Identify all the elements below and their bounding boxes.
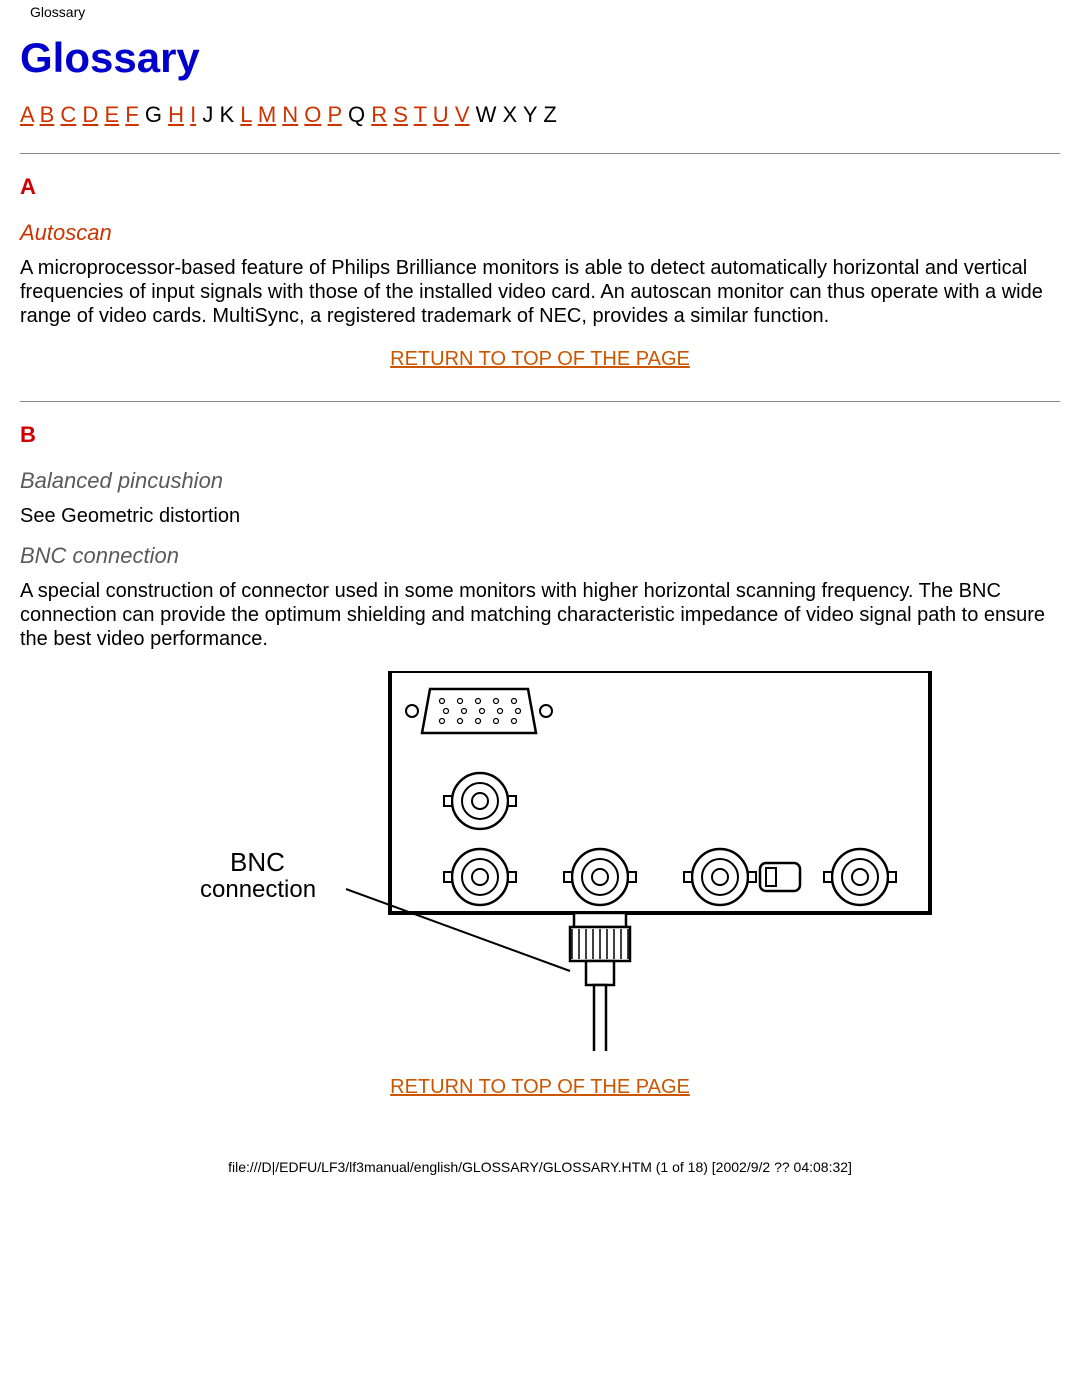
footer-path: file:///D|/EDFU/LF3/lf3manual/english/GL… (20, 1159, 1060, 1195)
alpha-plain-w: W (476, 102, 497, 127)
divider (20, 153, 1060, 154)
alpha-link-r[interactable]: R (371, 102, 387, 127)
divider (20, 401, 1060, 402)
alpha-nav: A B C D E F G H I J K L M N O P Q R S T … (20, 102, 1060, 128)
section-letter-b: B (20, 422, 1060, 448)
alpha-link-t[interactable]: T (414, 102, 427, 127)
page-title: Glossary (20, 34, 1060, 82)
alpha-link-a[interactable]: A (20, 102, 33, 127)
alpha-link-s[interactable]: S (393, 102, 408, 127)
term-autoscan: Autoscan (20, 220, 1060, 246)
alpha-link-p[interactable]: P (328, 102, 342, 127)
alpha-link-n[interactable]: N (282, 102, 298, 127)
alpha-link-i[interactable]: I (190, 102, 196, 127)
alpha-link-d[interactable]: D (82, 102, 98, 127)
section-letter-a: A (20, 174, 1060, 200)
alpha-link-e[interactable]: E (104, 102, 119, 127)
alpha-plain-g: G (145, 102, 162, 127)
text-bnc-connection: A special construction of connector used… (20, 579, 1060, 651)
alpha-plain-j: J (202, 102, 213, 127)
header-small: Glossary (0, 0, 1080, 24)
alpha-link-b[interactable]: B (40, 102, 55, 127)
svg-text:connection: connection (200, 876, 316, 903)
bnc-diagram: BNCconnection (20, 671, 1060, 1056)
alpha-plain-x: X (503, 102, 518, 127)
text-balanced-pincushion: See Geometric distortion (20, 504, 1060, 528)
alpha-link-h[interactable]: H (168, 102, 184, 127)
term-bnc-connection: BNC connection (20, 543, 1060, 569)
alpha-plain-y: Y (523, 102, 537, 127)
page-content: Glossary A B C D E F G H I J K L M N O P… (0, 34, 1080, 1215)
alpha-link-c[interactable]: C (60, 102, 76, 127)
alpha-link-u[interactable]: U (433, 102, 449, 127)
alpha-link-f[interactable]: F (125, 102, 138, 127)
return-top-link[interactable]: RETURN TO TOP OF THE PAGE (20, 1076, 1060, 1099)
alpha-link-v[interactable]: V (455, 102, 470, 127)
alpha-plain-k: K (219, 102, 234, 127)
alpha-plain-z: Z (543, 102, 556, 127)
return-top-link[interactable]: RETURN TO TOP OF THE PAGE (20, 348, 1060, 371)
text-autoscan: A microprocessor-based feature of Philip… (20, 256, 1060, 328)
alpha-plain-q: Q (348, 102, 365, 127)
alpha-link-o[interactable]: O (304, 102, 321, 127)
alpha-link-m[interactable]: M (258, 102, 276, 127)
svg-text:BNC: BNC (230, 847, 285, 877)
term-balanced-pincushion: Balanced pincushion (20, 468, 1060, 494)
alpha-link-l[interactable]: L (240, 102, 251, 127)
